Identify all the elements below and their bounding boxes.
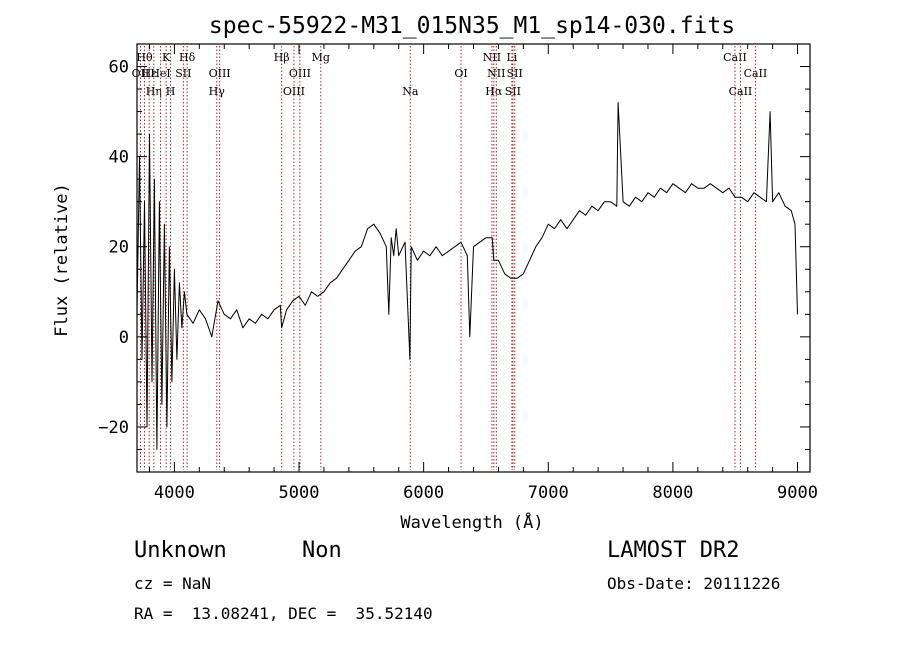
survey-name: LAMOST DR2 [607,538,740,563]
line-marker-label: Hβ [274,51,290,64]
line-marker-label: Hθ [136,51,153,64]
object-subclass: Non [302,538,342,563]
line-marker-label: NII [483,51,501,64]
y-tick-label: 60 [109,58,129,78]
y-axis-ticks: −20 0 20 40 60 [98,43,810,473]
y-axis-label: Flux (relative) [52,183,72,337]
line-marker-label: H [166,85,176,98]
chart-title: spec-55922-M31_015N35_M1_sp14-030.fits [209,13,735,39]
y-tick-label: 20 [109,238,129,258]
spectrum-series [136,102,798,450]
spectral-line-markers: OIIHθHεHηHeIKHSIIHδHγOIIIHβOIIIOIIIMgNaO… [132,46,768,470]
line-marker-label: NII [487,67,505,80]
x-tick-label: 8000 [652,483,693,503]
line-marker-label: Mg [312,51,330,64]
line-marker-label: SII [175,67,191,80]
ra-dec-coords: RA = 13.08241, DEC = 35.52140 [134,604,433,623]
obs-date: Obs-Date: 20111226 [607,574,781,593]
line-marker-label: OIII [289,67,311,80]
line-marker-label: OIII [209,67,231,80]
x-axis-ticks: 4000 5000 6000 7000 8000 9000 [148,44,818,503]
x-tick-label: 9000 [777,483,818,503]
redshift-cz: cz = NaN [134,574,212,593]
line-marker-label: Hε [142,67,158,80]
line-marker-label: Na [402,85,419,98]
spectrum-line [136,102,798,450]
line-marker-label: Hδ [179,51,196,64]
line-marker-label: CaII [744,67,768,80]
line-marker-label: Hη [146,85,162,98]
x-tick-label: 4000 [154,483,195,503]
line-marker-label: K [162,51,171,64]
x-axis-label: Wavelength (Å) [400,511,543,533]
line-marker-label: CaII [729,85,753,98]
line-marker-label: SII [505,85,521,98]
line-marker-label: OI [454,67,467,80]
object-class: Unknown [134,538,227,563]
line-marker-label: OII [132,67,150,80]
y-tick-label: 40 [109,148,129,168]
line-marker-label: OIII [283,85,305,98]
line-marker-label: SII [507,67,523,80]
line-marker-label: CaII [723,51,747,64]
y-tick-label: −20 [98,418,129,438]
x-tick-label: 5000 [279,483,320,503]
line-marker-label: Li [506,51,517,64]
line-marker-label: HeI [150,67,170,80]
line-marker-label: Hγ [209,85,226,98]
line-marker-label: Hα [485,85,503,98]
x-tick-label: 6000 [403,483,444,503]
x-tick-label: 7000 [528,483,569,503]
y-tick-label: 0 [119,328,129,348]
